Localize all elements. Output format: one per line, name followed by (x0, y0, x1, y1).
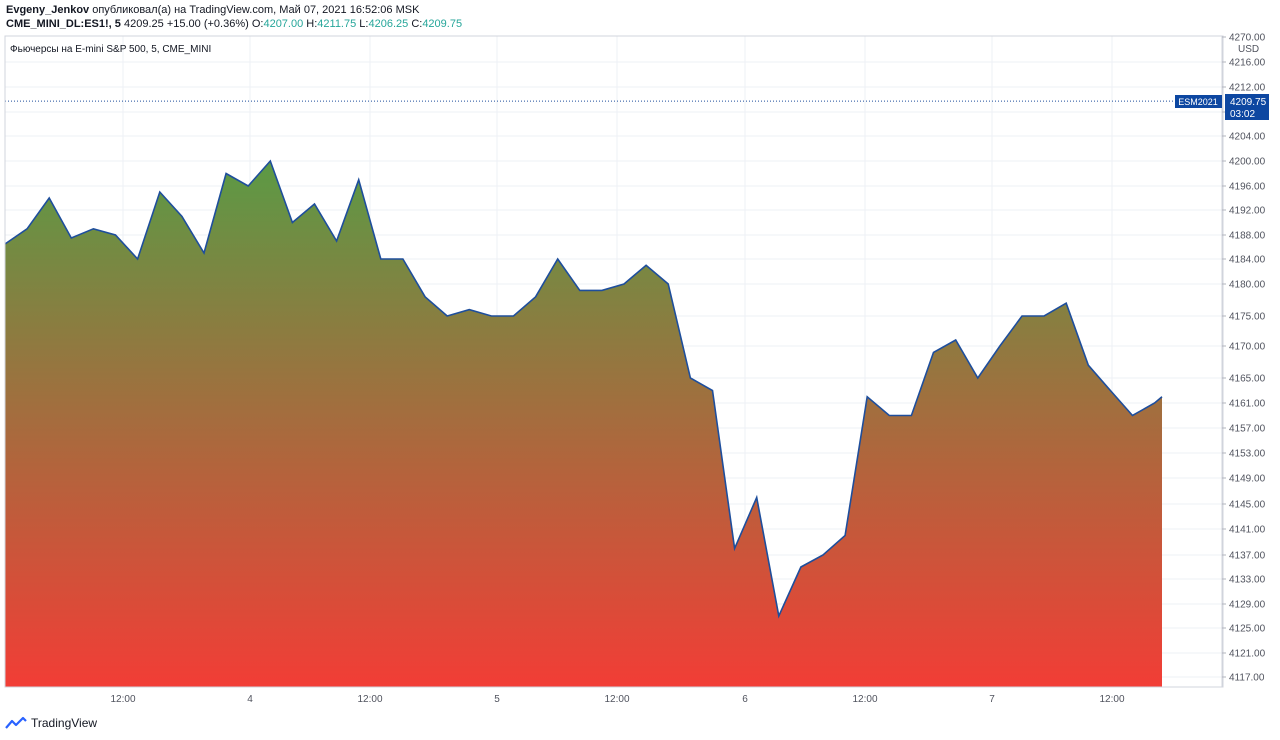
y-tick-label: 4129.00 (1229, 600, 1266, 611)
x-tick-label: 7 (989, 694, 995, 705)
y-tick-label: 4161.00 (1229, 399, 1266, 410)
close-label: C: (411, 18, 423, 30)
time-scale[interactable]: 12:00 4 12:00 5 12:00 6 12:00 7 12:00 (110, 694, 1124, 705)
y-tick-label: 4184.00 (1229, 255, 1266, 266)
last-price: 4209.25 (123, 18, 164, 30)
y-tick-label: 4117.00 (1229, 673, 1265, 684)
close-value: 4209.75 (422, 18, 463, 30)
ticker-badge-bg (1175, 95, 1222, 108)
tradingview-brand: TradingView (31, 716, 98, 730)
y-tick-label: 4145.00 (1229, 500, 1266, 511)
y-tick-label: 4192.00 (1229, 206, 1266, 217)
price-area (5, 161, 1162, 687)
y-tick-label: 4204.00 (1229, 132, 1266, 143)
y-tick-label: 4188.00 (1229, 231, 1266, 242)
published-text: опубликовал(а) на TradingView.com, Май 0… (92, 4, 420, 16)
price-change: +15.00 (+0.36%) (166, 18, 249, 30)
high-label: H: (306, 18, 318, 30)
chart-title: Фьючерсы на E-mini S&P 500, 5, CME_MINI (10, 44, 211, 55)
x-tick-label: 12:00 (357, 694, 382, 705)
countdown-value: 03:02 (1230, 109, 1255, 120)
open-label: O: (251, 18, 264, 30)
y-tick-label: 4180.00 (1229, 280, 1266, 291)
tradingview-logo-icon (5, 716, 27, 729)
last-price-badge-bg (1225, 94, 1269, 120)
y-tick-label: 4270.00 (1229, 33, 1266, 44)
price-badge: ESM2021 4209.75 03:02 (1175, 94, 1269, 120)
x-tick-label: 4 (247, 694, 253, 705)
x-tick-label: 6 (742, 694, 748, 705)
price-line (4, 159, 1163, 619)
price-scale[interactable]: 4117.00 4121.00 4125.00 4129.00 4133.00 4137.… (1222, 33, 1266, 684)
y-tick-label: 4212.00 (1229, 83, 1266, 94)
y-tick-label: 4121.00 (1229, 649, 1266, 660)
y-tick-label: 4141.00 (1229, 525, 1266, 536)
low-value: 4206.25 (368, 18, 409, 30)
x-tick-label: 12:00 (852, 694, 877, 705)
y-tick-label: 4200.00 (1229, 157, 1266, 168)
tradingview-footer[interactable]: TradingView (5, 716, 97, 730)
y-tick-label: 4170.00 (1229, 342, 1266, 353)
y-tick-label: 4196.00 (1229, 182, 1266, 193)
low-label: L: (359, 18, 369, 30)
y-tick-label: 4133.00 (1229, 575, 1266, 586)
last-price-badge-value: 4209.75 (1230, 97, 1267, 108)
y-tick-label: 4216.00 (1229, 58, 1266, 69)
x-tick-label: 5 (494, 694, 500, 705)
open-value: 4207.00 (263, 18, 304, 30)
symbol-label: CME_MINI_DL:ES1!, 5 (6, 18, 121, 30)
author-name[interactable]: Evgeny_Jenkov (6, 4, 90, 16)
currency-label: USD (1238, 44, 1259, 55)
x-tick-label: 12:00 (1099, 694, 1124, 705)
x-tick-label: 12:00 (604, 694, 629, 705)
y-tick-label: 4153.00 (1229, 449, 1266, 460)
publish-info: Evgeny_Jenkov опубликовал(а) на TradingV… (6, 4, 419, 16)
x-tick-label: 12:00 (110, 694, 135, 705)
y-tick-label: 4137.00 (1229, 551, 1266, 562)
y-tick-label: 4125.00 (1229, 624, 1266, 635)
ohlc-legend: CME_MINI_DL:ES1!, 5 4209.25 +15.00 (+0.3… (6, 18, 462, 30)
y-tick-label: 4149.00 (1229, 474, 1266, 485)
plot-border (4, 35, 1224, 688)
y-tick-label: 4157.00 (1229, 424, 1266, 435)
y-tick-label: 4165.00 (1229, 374, 1266, 385)
y-tick-label: 4175.00 (1229, 312, 1266, 323)
ticker-badge-label: ESM2021 (1178, 97, 1218, 107)
high-value: 4211.75 (317, 18, 357, 30)
